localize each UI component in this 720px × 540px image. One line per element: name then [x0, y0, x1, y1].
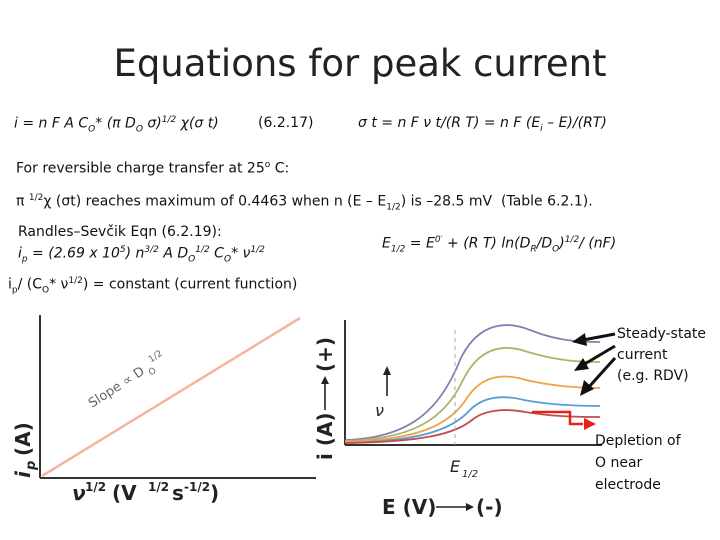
svg-text:O: O — [147, 366, 158, 378]
current-function-text: ip/ (CO* ν1/2) = constant (current funct… — [8, 276, 298, 296]
svg-text:1/2: 1/2 — [148, 480, 169, 494]
scan-rate-label: ν — [375, 401, 384, 420]
steady-state-arrows — [572, 332, 617, 396]
svg-text:(+): (+) — [313, 337, 337, 372]
voltammogram-curve-2 — [344, 347, 601, 442]
peak-current-vs-scan-rate-plot: i p (A) Slope ∝ D O 1/2 ν 1/2 (V 1/2 s -… — [11, 315, 316, 505]
equation-number-6-2-17: (6.2.17) — [258, 115, 314, 131]
randles-sevcik-equation: ip = (2.69 x 105) n3/2 A DO1/2 CO* ν1/2 — [18, 245, 265, 265]
e-half-label: E — [450, 457, 461, 476]
depletion-label: Depletion of O near electrode — [595, 430, 681, 496]
maximum-text: π 1/2χ (σt) reaches maximum of 0.4463 wh… — [16, 193, 593, 213]
voltammogram-curve-3 — [344, 375, 601, 443]
e-half-equation: E1/2 = E0′ + (R T) ln(DR/DO)1/2/ (nF) — [382, 235, 617, 255]
svg-text:(V: (V — [112, 481, 137, 505]
svg-text:): ) — [210, 481, 219, 505]
steady-state-line-3: (e.g. RDV) — [617, 368, 689, 384]
svg-text:(-): (-) — [476, 495, 503, 519]
right-plot-x-label: E (V) (-) — [382, 495, 503, 519]
reversible-transfer-text: For reversible charge transfer at 25o C: — [16, 160, 290, 177]
depletion-line-2: O near — [595, 455, 643, 471]
sigma-t-equation: σ t = n F ν t/(R T) = n F (Ei – E)/(RT) — [358, 115, 607, 134]
voltammogram-curve-fastest — [344, 324, 601, 441]
steady-state-line-2: current — [617, 347, 668, 363]
depletion-line-3: electrode — [595, 477, 661, 493]
svg-text:E (V): E (V) — [382, 495, 436, 519]
svg-text:Slope ∝ D: Slope ∝ D — [86, 364, 148, 411]
voltammogram-curve-4 — [344, 396, 601, 444]
depletion-marker — [532, 410, 596, 430]
linear-fit-line — [41, 316, 301, 478]
e-half-subscript: 1/2 — [462, 469, 478, 480]
voltammogram-curve-slowest — [344, 409, 601, 444]
svg-text:i (A): i (A) — [313, 412, 337, 460]
randles-sevcik-title: Randles–Sevčik Eqn (6.2.19): — [18, 224, 222, 240]
svg-text:p: p — [24, 461, 39, 471]
slide-title: Equations for peak current — [113, 42, 607, 85]
svg-text:(A): (A) — [11, 422, 35, 456]
svg-text:s: s — [172, 481, 184, 505]
voltammogram-plot: ν E 1/2 i (A) (+) E (V) (-) — [313, 320, 617, 519]
scan-rate-arrowhead — [383, 366, 391, 375]
depletion-line-1: Depletion of — [595, 433, 681, 449]
svg-text:-1/2: -1/2 — [184, 480, 210, 494]
steady-state-line-1: Steady-state — [617, 326, 707, 342]
svg-text:1/2: 1/2 — [85, 480, 106, 494]
right-plot-y-label: i (A) (+) — [313, 337, 337, 460]
left-plot-y-label: i p (A) — [11, 422, 39, 478]
svg-text:1/2: 1/2 — [147, 349, 165, 365]
steady-state-label: Steady-state current (e.g. RDV) — [617, 324, 706, 387]
svg-text:i: i — [11, 470, 35, 478]
peak-current-equation: i = n F A CO* (π DO σ)1/2 χ(σ t) — [14, 115, 219, 135]
left-plot-x-label: ν 1/2 (V 1/2 s -1/2 ) — [72, 480, 219, 505]
svg-text:ν: ν — [72, 481, 86, 505]
